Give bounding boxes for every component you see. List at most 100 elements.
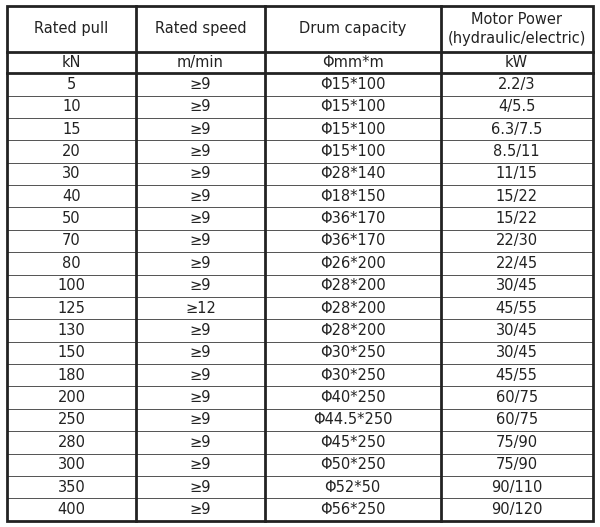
Bar — [136, 297, 265, 319]
Bar — [7, 140, 136, 163]
Text: ≥9: ≥9 — [190, 211, 211, 226]
Text: 45/55: 45/55 — [496, 300, 538, 316]
Bar — [136, 499, 265, 521]
Bar — [7, 52, 136, 73]
Text: kW: kW — [505, 55, 528, 70]
Bar — [136, 364, 265, 386]
Text: ≥9: ≥9 — [190, 390, 211, 405]
Bar — [440, 364, 593, 386]
Text: ≥9: ≥9 — [190, 233, 211, 249]
Text: 350: 350 — [58, 480, 85, 495]
Text: 75/90: 75/90 — [496, 457, 538, 472]
Bar — [7, 6, 136, 52]
Bar — [265, 319, 440, 341]
Bar — [265, 52, 440, 73]
Bar — [7, 297, 136, 319]
Text: ≥12: ≥12 — [185, 300, 216, 316]
Text: 90/120: 90/120 — [491, 502, 542, 517]
Bar — [265, 6, 440, 52]
Bar — [136, 118, 265, 140]
Bar — [136, 476, 265, 499]
Text: 60/75: 60/75 — [496, 413, 538, 427]
Bar — [440, 6, 593, 52]
Text: 30: 30 — [62, 167, 81, 181]
Text: 125: 125 — [58, 300, 86, 316]
Text: Motor Power
(hydraulic/electric): Motor Power (hydraulic/electric) — [448, 12, 586, 46]
Text: 60/75: 60/75 — [496, 390, 538, 405]
Bar — [265, 73, 440, 95]
Bar — [265, 275, 440, 297]
Text: ≥9: ≥9 — [190, 144, 211, 159]
Bar — [440, 431, 593, 454]
Text: Φ15*100: Φ15*100 — [320, 144, 385, 159]
Bar — [440, 185, 593, 208]
Text: 250: 250 — [58, 413, 86, 427]
Text: 70: 70 — [62, 233, 81, 249]
Bar — [265, 208, 440, 230]
Bar — [7, 252, 136, 275]
Text: Φ15*100: Φ15*100 — [320, 99, 385, 114]
Text: 11/15: 11/15 — [496, 167, 538, 181]
Text: 4/5.5: 4/5.5 — [498, 99, 535, 114]
Bar — [440, 252, 593, 275]
Bar — [7, 185, 136, 208]
Text: ≥9: ≥9 — [190, 256, 211, 271]
Text: Φ28*200: Φ28*200 — [320, 323, 386, 338]
Bar — [7, 118, 136, 140]
Bar — [7, 319, 136, 341]
Bar — [7, 208, 136, 230]
Bar — [7, 95, 136, 118]
Bar — [440, 454, 593, 476]
Bar — [265, 431, 440, 454]
Bar — [440, 275, 593, 297]
Bar — [265, 341, 440, 364]
Bar — [265, 409, 440, 431]
Text: Φ30*250: Φ30*250 — [320, 368, 385, 383]
Bar — [440, 52, 593, 73]
Text: kN: kN — [62, 55, 82, 70]
Bar — [136, 73, 265, 95]
Bar — [7, 341, 136, 364]
Bar — [7, 386, 136, 409]
Bar — [265, 118, 440, 140]
Text: 2.2/3: 2.2/3 — [498, 77, 535, 92]
Text: Φ50*250: Φ50*250 — [320, 457, 386, 472]
Text: 400: 400 — [58, 502, 86, 517]
Text: ≥9: ≥9 — [190, 345, 211, 360]
Text: ≥9: ≥9 — [190, 122, 211, 136]
Text: ≥9: ≥9 — [190, 167, 211, 181]
Bar — [440, 118, 593, 140]
Text: ≥9: ≥9 — [190, 502, 211, 517]
Text: Rated pull: Rated pull — [34, 22, 109, 36]
Bar — [265, 95, 440, 118]
Text: 200: 200 — [58, 390, 86, 405]
Text: 90/110: 90/110 — [491, 480, 542, 495]
Bar — [265, 185, 440, 208]
Text: Φ30*250: Φ30*250 — [320, 345, 385, 360]
Bar — [7, 431, 136, 454]
Text: Φ18*150: Φ18*150 — [320, 189, 385, 204]
Bar — [7, 476, 136, 499]
Text: 15/22: 15/22 — [496, 189, 538, 204]
Bar — [440, 230, 593, 252]
Bar — [265, 230, 440, 252]
Bar — [136, 319, 265, 341]
Text: 22/30: 22/30 — [496, 233, 538, 249]
Bar — [7, 364, 136, 386]
Text: Φ15*100: Φ15*100 — [320, 77, 385, 92]
Bar — [7, 409, 136, 431]
Bar — [136, 52, 265, 73]
Text: 22/45: 22/45 — [496, 256, 538, 271]
Text: 300: 300 — [58, 457, 86, 472]
Bar — [265, 454, 440, 476]
Bar — [265, 163, 440, 185]
Text: 20: 20 — [62, 144, 81, 159]
Bar — [440, 499, 593, 521]
Text: Φ36*170: Φ36*170 — [320, 211, 385, 226]
Bar — [136, 386, 265, 409]
Text: 80: 80 — [62, 256, 81, 271]
Bar — [7, 73, 136, 95]
Text: ≥9: ≥9 — [190, 99, 211, 114]
Bar — [440, 319, 593, 341]
Bar — [136, 275, 265, 297]
